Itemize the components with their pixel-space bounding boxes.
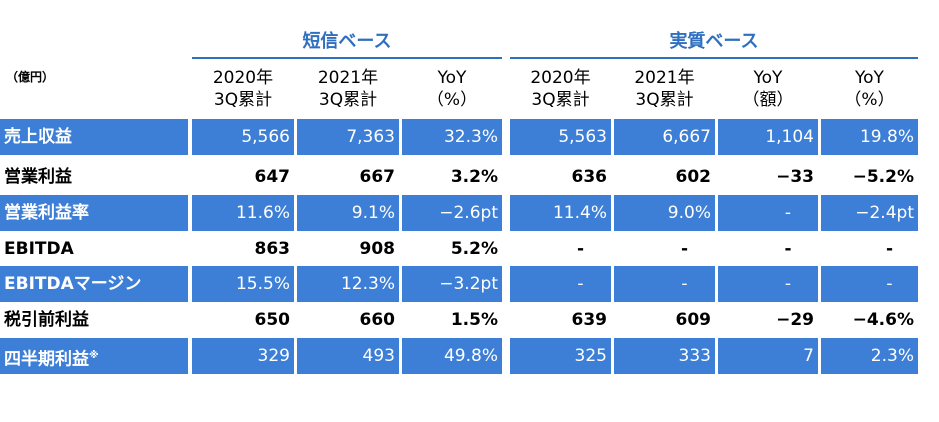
table-cell: - <box>510 266 611 302</box>
table-cell: - <box>680 239 689 259</box>
column-header-line2: 3Q累計 <box>531 90 590 110</box>
column-header-line1: YoY <box>753 68 783 88</box>
column-header-line1: 2020年 <box>530 68 591 88</box>
table-cell: 19.8% <box>821 119 918 155</box>
unit-label: （億円） <box>6 70 55 84</box>
table-row: EBITDAマージン 15.5% 12.3% −3.2pt - - - - <box>0 266 939 302</box>
column-header-line1: 2021年 <box>634 68 695 88</box>
table-cell: 11.4% <box>510 195 611 231</box>
column-header: 2020年 3Q累計 <box>510 67 611 111</box>
table-cell: 650 <box>254 310 291 330</box>
row-label: 税引前利益 <box>0 302 188 338</box>
table-cell: 333 <box>614 338 715 374</box>
table-cell: 3.2% <box>450 167 498 187</box>
table-cell: 5,563 <box>510 119 611 155</box>
table-cell: 11.6% <box>192 195 294 231</box>
table-cell: - <box>718 195 818 231</box>
section-rule-jisshitsu <box>510 57 918 59</box>
table-cell: 609 <box>675 310 712 330</box>
section-title-tanshin: 短信ベース <box>302 31 392 52</box>
column-header-line2: 3Q累計 <box>318 90 378 110</box>
table-cell: 647 <box>254 167 291 187</box>
row-label: 売上収益 <box>0 119 188 155</box>
row-label-text: EBITDAマージン <box>4 274 142 294</box>
table-cell: 863 <box>254 239 291 259</box>
table-cell: - <box>885 239 894 259</box>
table-cell: 7 <box>718 338 818 374</box>
table-cell: 49.8% <box>402 338 502 374</box>
table-cell: - <box>784 239 792 259</box>
table-cell: - <box>718 266 818 302</box>
row-label: EBITDAマージン <box>0 266 188 302</box>
table-row: 税引前利益 650 660 1.5% 639 609 −29 −4.6% <box>0 302 939 338</box>
row-label: EBITDA <box>0 231 188 267</box>
table-cell: 908 <box>359 239 396 259</box>
column-header: 2021年 3Q累計 <box>297 67 399 111</box>
column-header-line1: 2021年 <box>317 68 379 88</box>
table-row: EBITDA 863 908 5.2% - - - - <box>0 231 939 267</box>
row-label-text: 営業利益 <box>4 167 72 187</box>
table-cell: 602 <box>675 167 712 187</box>
column-header: 2020年 3Q累計 <box>192 67 294 111</box>
row-label-text: 売上収益 <box>4 127 72 147</box>
table-cell: 9.0% <box>614 195 715 231</box>
row-label-text: 税引前利益 <box>4 310 89 330</box>
table-cell: −5.2% <box>852 167 914 187</box>
table-cell: −4.6% <box>852 310 914 330</box>
row-label: 営業利益率 <box>0 195 188 231</box>
footnote-mark: ※ <box>89 350 99 361</box>
table-cell: 9.1% <box>297 195 399 231</box>
table-cell: 325 <box>510 338 611 374</box>
table-cell: −2.4pt <box>821 195 918 231</box>
table-cell: −2.6pt <box>402 195 502 231</box>
row-label-text: 営業利益率 <box>4 203 89 223</box>
column-header-line1: YoY <box>437 68 467 88</box>
table-cell: 32.3% <box>402 119 502 155</box>
table-cell: 1,104 <box>718 119 818 155</box>
row-label: 四半期利益※ <box>0 338 188 374</box>
table-row: 四半期利益※ 329 493 49.8% 325 333 7 2.3% <box>0 338 939 374</box>
column-header: 2021年 3Q累計 <box>614 67 715 111</box>
table-cell: - <box>821 266 918 302</box>
table-cell: 15.5% <box>192 266 294 302</box>
table-cell: 667 <box>359 167 396 187</box>
table-cell: −33 <box>776 167 814 187</box>
table-row: 売上収益 5,566 7,363 32.3% 5,563 6,667 1,104 19.8% <box>0 119 939 155</box>
column-header: YoY （額） <box>718 67 818 111</box>
column-header: YoY （%） <box>821 67 918 111</box>
table-cell: 329 <box>192 338 294 374</box>
column-header-line1: YoY <box>855 68 884 88</box>
table-cell: −3.2pt <box>402 266 502 302</box>
table-row: 営業利益率 11.6% 9.1% −2.6pt 11.4% 9.0% - −2.4pt <box>0 195 939 231</box>
column-header-line2: 3Q累計 <box>635 90 694 110</box>
section-title-jisshitsu: 実質ベース <box>669 31 759 52</box>
column-header-line2: 3Q累計 <box>213 90 273 110</box>
table-cell: 493 <box>297 338 399 374</box>
column-header-line1: 2020年 <box>212 68 274 88</box>
row-label-text: EBITDA <box>4 239 74 259</box>
table-cell: 5,566 <box>192 119 294 155</box>
table-row: 営業利益 647 667 3.2% 636 602 −33 −5.2% <box>0 159 939 195</box>
column-header-line2: （%） <box>844 90 895 110</box>
column-header: YoY （%） <box>402 67 502 111</box>
column-header-line2: （額） <box>742 90 794 110</box>
table-cell: 660 <box>359 310 396 330</box>
table-cell: 6,667 <box>614 119 715 155</box>
table-cell: - <box>614 266 715 302</box>
table-cell: 1.5% <box>450 310 498 330</box>
row-label: 営業利益 <box>0 159 188 195</box>
table-cell: 636 <box>571 167 608 187</box>
table-cell: 7,363 <box>297 119 399 155</box>
table-cell: −29 <box>776 310 814 330</box>
row-label-text: 四半期利益 <box>4 349 89 370</box>
table-cell: 12.3% <box>297 266 399 302</box>
table-cell: 5.2% <box>450 239 498 259</box>
table-cell: - <box>576 239 585 259</box>
table-cell: 639 <box>571 310 608 330</box>
table-cell: 2.3% <box>821 338 918 374</box>
section-rule-tanshin <box>192 57 502 59</box>
column-header-line2: （%） <box>426 90 478 110</box>
